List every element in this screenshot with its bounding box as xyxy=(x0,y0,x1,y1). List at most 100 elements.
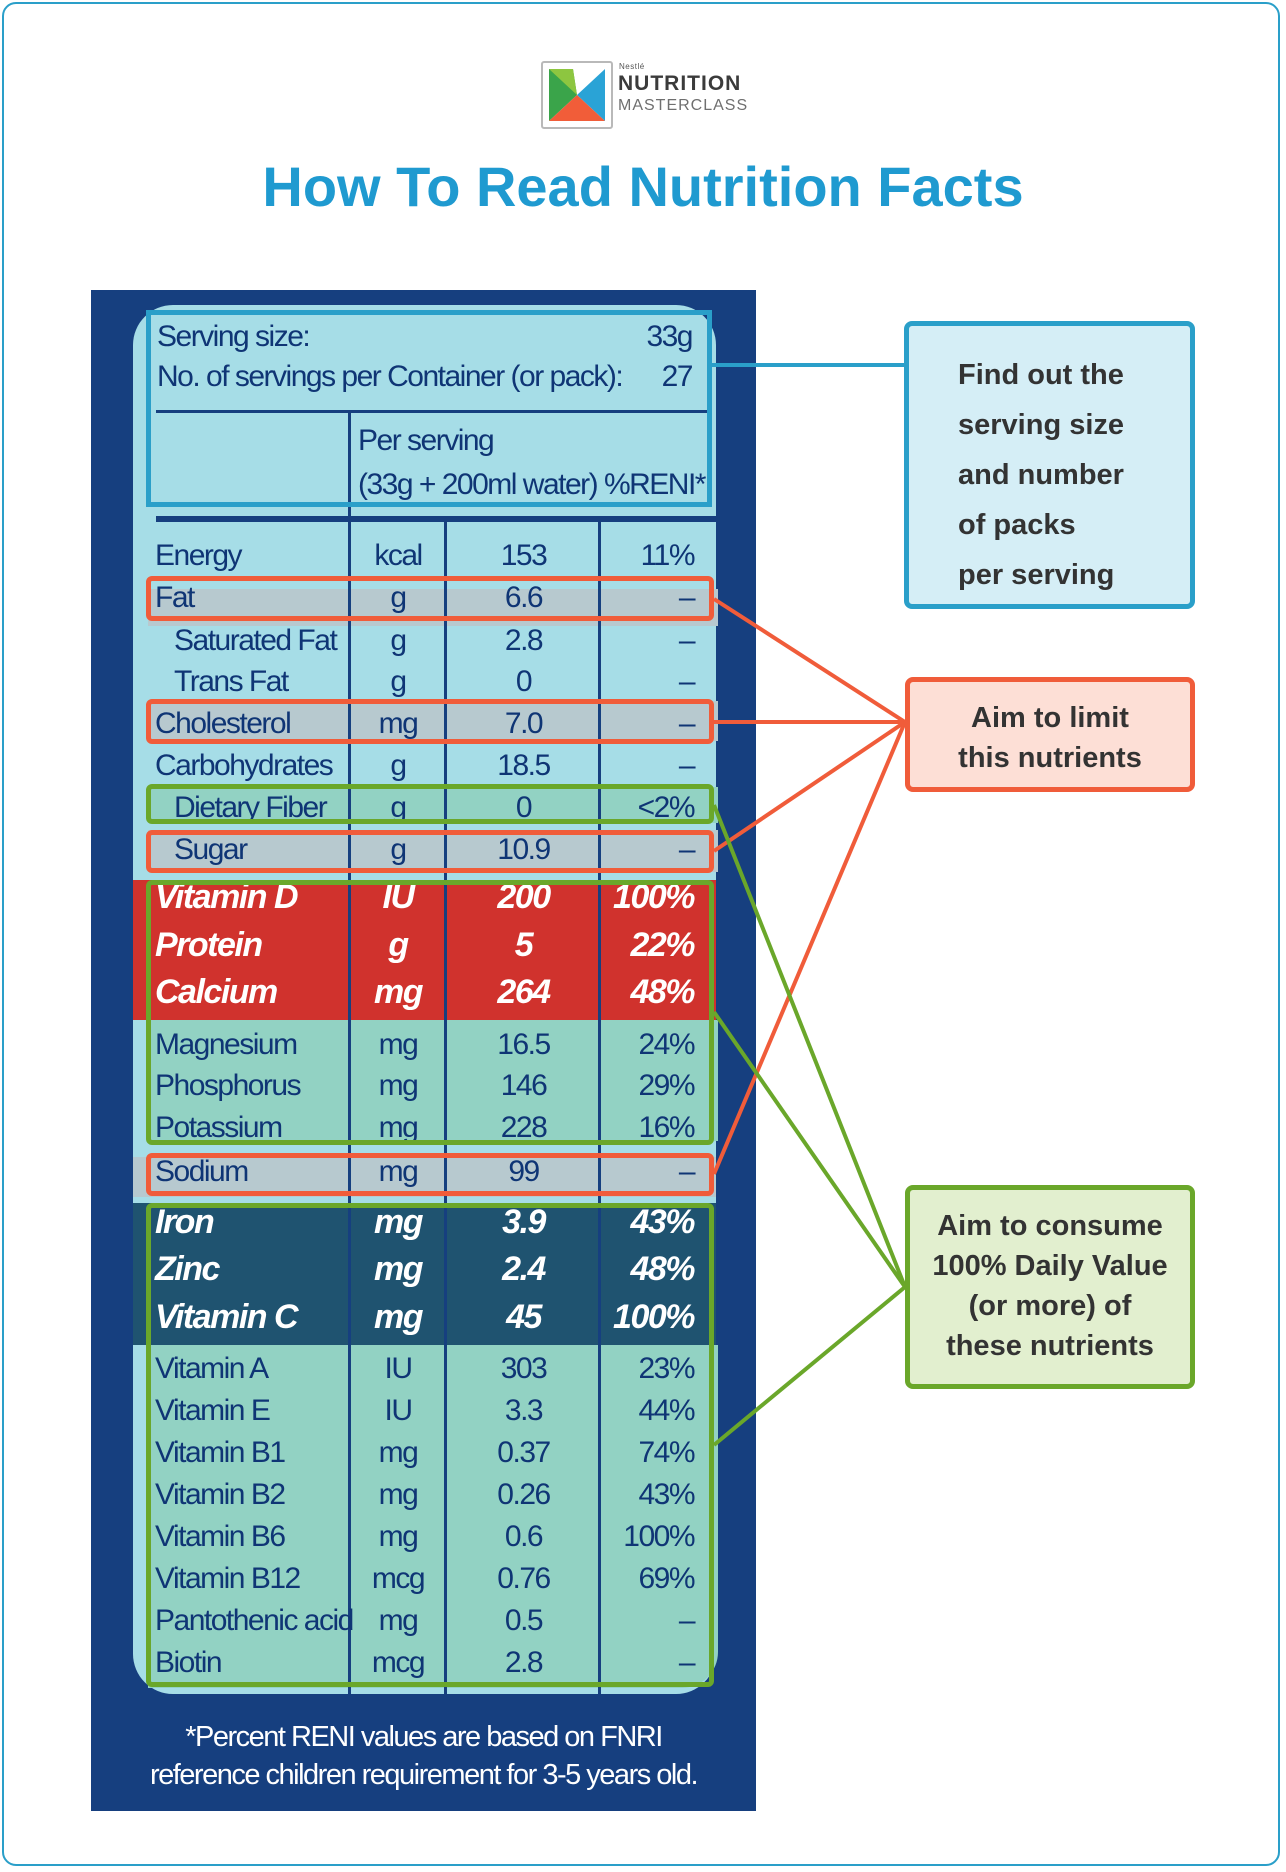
nutrient-value: 0.5 xyxy=(504,1604,544,1637)
column-divider-1 xyxy=(348,410,351,1694)
nutrient-value: 200 xyxy=(497,878,551,916)
nutrient-value: 18.5 xyxy=(497,749,551,782)
nutrient-reni-percent: – xyxy=(678,581,696,614)
nutrient-unit: g xyxy=(388,926,409,964)
nutrient-name: Vitamin A xyxy=(155,1352,269,1385)
nutrient-name: Sodium xyxy=(155,1155,249,1188)
nutrient-name: Vitamin B1 xyxy=(155,1436,286,1469)
nutrient-unit: g xyxy=(390,665,407,698)
nutrient-unit: mg xyxy=(378,1604,419,1637)
consume-box-dietary-fiber xyxy=(146,784,714,824)
nutrient-name: Protein xyxy=(155,926,263,964)
nutrient-reni-percent: – xyxy=(678,833,696,866)
nutrient-name: Pantothenic acid xyxy=(155,1604,354,1637)
logo-title-line2: MASTERCLASS xyxy=(618,97,749,114)
limit-box-sodium xyxy=(146,1153,714,1196)
nutrient-value: 0.76 xyxy=(497,1562,551,1595)
nutrient-value: 2.4 xyxy=(502,1250,546,1288)
nutrient-name: Carbohydrates xyxy=(155,749,334,782)
nutrient-reni-percent: 11% xyxy=(640,539,696,572)
nutrient-reni-percent: 22% xyxy=(630,926,695,964)
callout-serving-line: Find out the xyxy=(958,359,1124,391)
serving-size-label: Serving size: xyxy=(157,320,311,353)
logo-title-line1: NUTRITION xyxy=(618,72,742,95)
nutrient-value: 3.3 xyxy=(504,1394,544,1427)
nutrient-reni-percent: 29% xyxy=(638,1069,695,1102)
nutrient-reni-percent: – xyxy=(678,1155,696,1188)
serving-info-box xyxy=(146,310,712,507)
connector-limit-fat xyxy=(712,597,907,724)
nutrient-unit: mg xyxy=(378,1155,419,1188)
nutrient-reni-percent: 43% xyxy=(638,1478,695,1511)
callout-consume-line: these nutrients xyxy=(946,1330,1154,1362)
nutrient-reni-percent: – xyxy=(678,1604,696,1637)
callout-serving-size: Find out the serving size and number of … xyxy=(904,321,1195,609)
nutrient-reni-percent: 74% xyxy=(638,1436,695,1469)
nutrient-name: Potassium xyxy=(155,1111,283,1144)
nutrient-name: Vitamin B6 xyxy=(155,1520,286,1553)
nutrition-masterclass-logo xyxy=(541,61,613,129)
nutrient-unit: mg xyxy=(378,707,419,740)
nutrient-name: Trans Fat xyxy=(174,665,289,698)
callout-consume-line: (or more) of xyxy=(968,1290,1132,1322)
nutrient-unit: mg xyxy=(378,1111,419,1144)
nutrient-reni-percent: 43% xyxy=(630,1203,695,1241)
nutrient-value: 10.9 xyxy=(497,833,551,866)
band-highlight-teal xyxy=(133,1203,716,1345)
nutrient-unit: mg xyxy=(378,1436,419,1469)
nutrient-value: 303 xyxy=(500,1352,548,1385)
nutrient-name: Biotin xyxy=(155,1646,223,1679)
nutrient-name: Energy xyxy=(155,539,243,572)
column-divider-3 xyxy=(598,516,601,1694)
per-serving-subheading: (33g + 200ml water) %RENI* xyxy=(358,468,707,501)
nutrient-value: 0 xyxy=(515,791,533,824)
nutrient-name: Dietary Fiber xyxy=(174,791,328,824)
rule-under-header xyxy=(156,516,716,522)
nutrient-unit: mcg xyxy=(371,1562,426,1595)
nutrient-value: 2.8 xyxy=(504,624,544,657)
callout-consume-line: 100% Daily Value xyxy=(932,1250,1168,1282)
nutrient-reni-percent: <2% xyxy=(637,791,696,824)
nutrient-unit: IU xyxy=(384,1352,414,1385)
nutrient-value: 7.0 xyxy=(504,707,544,740)
logo-brand: Nestlé xyxy=(619,62,645,71)
nutrient-name: Magnesium xyxy=(155,1028,298,1061)
nutrient-unit: mg xyxy=(374,1298,424,1336)
connector-consume-vitamins xyxy=(712,1010,907,1289)
consume-box-iron-to-biotin xyxy=(146,1203,714,1687)
callout-serving-line: of packs xyxy=(958,509,1076,541)
nutrient-value: 5 xyxy=(514,926,534,964)
nutrient-reni-percent: 69% xyxy=(638,1562,695,1595)
nutrient-value: 0.37 xyxy=(497,1436,551,1469)
nutrient-name: Iron xyxy=(155,1203,215,1241)
nutrient-reni-percent: – xyxy=(678,749,696,782)
nutrient-reni-percent: – xyxy=(678,707,696,740)
nutrient-reni-percent: 100% xyxy=(613,878,695,916)
serving-size-value: 33g xyxy=(646,320,693,353)
callout-limit: Aim to limit this nutrients xyxy=(905,677,1195,792)
callout-consume: Aim to consume 100% Daily Value (or more… xyxy=(905,1185,1195,1389)
nutrient-unit: IU xyxy=(384,1394,414,1427)
callout-limit-line: Aim to limit xyxy=(971,702,1129,734)
nutrient-name: Vitamin B2 xyxy=(155,1478,286,1511)
nutrient-reni-percent: 48% xyxy=(630,1250,695,1288)
nutrient-name: Zinc xyxy=(155,1250,220,1288)
nutrient-unit: kcal xyxy=(374,539,423,572)
callout-serving-line: per serving xyxy=(958,559,1115,591)
nutrient-value: 264 xyxy=(497,973,551,1011)
nutrient-name: Cholesterol xyxy=(155,707,292,740)
nutrient-unit: mg xyxy=(378,1028,419,1061)
band-sugar xyxy=(148,830,718,872)
band-vitamins xyxy=(148,1345,718,1688)
nutrient-unit: g xyxy=(390,749,407,782)
nutrient-unit: g xyxy=(390,581,407,614)
nutrient-value: 0.26 xyxy=(497,1478,551,1511)
nutrient-name: Saturated Fat xyxy=(174,624,338,657)
nutrient-unit: mcg xyxy=(371,1646,426,1679)
logo-mark-icon xyxy=(549,69,605,121)
nutrient-unit: mg xyxy=(378,1478,419,1511)
nutrient-name: Sugar xyxy=(174,833,248,866)
consume-box-vitamins-minerals xyxy=(146,880,714,1145)
